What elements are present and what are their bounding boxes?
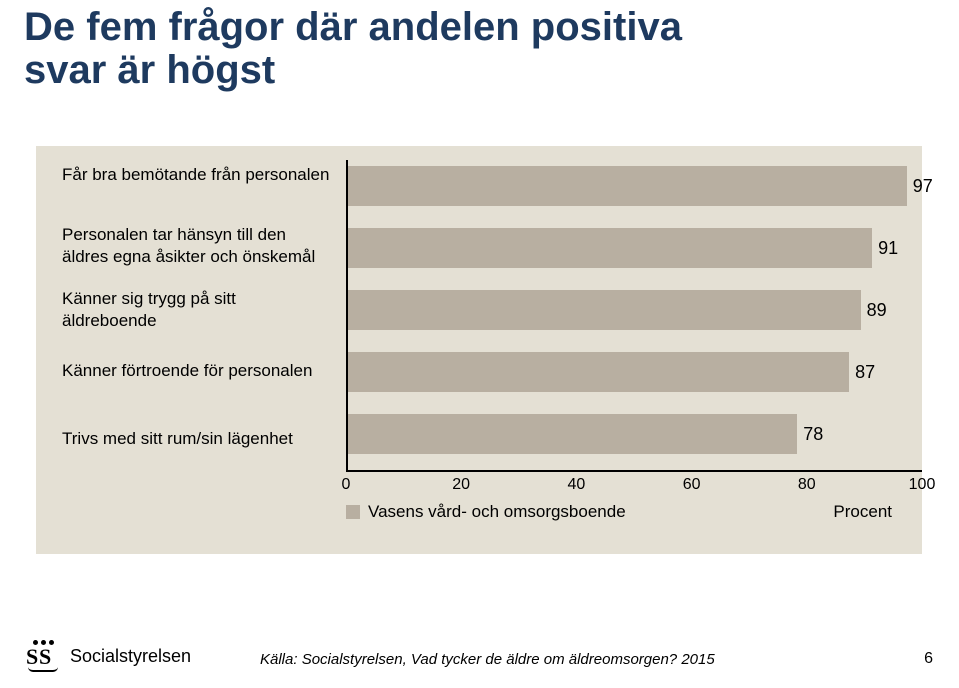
- bar-row: 97: [348, 166, 924, 206]
- bar-row: 78: [348, 414, 924, 454]
- legend: Vasens vård- och omsorgsboende: [346, 502, 626, 522]
- logo-mark-icon: S S: [24, 640, 62, 672]
- x-axis-label: Procent: [833, 502, 892, 522]
- category-label: Får bra bemötande från personalen: [62, 164, 332, 186]
- bar-value-label: 97: [913, 166, 933, 206]
- chart-plot-area: 97 91 89 87 78: [346, 160, 922, 472]
- bar-value-label: 87: [855, 352, 875, 392]
- category-label: Känner förtroende för personalen: [62, 360, 332, 382]
- legend-swatch: [346, 505, 360, 519]
- bar-value-label: 89: [867, 290, 887, 330]
- page-number: 6: [924, 650, 933, 668]
- title-line1: De fem frågor där andelen positiva: [24, 5, 682, 49]
- x-tick-label: 60: [672, 476, 712, 494]
- bar: [348, 352, 849, 392]
- bar-row: 87: [348, 352, 924, 392]
- bar-row: 91: [348, 228, 924, 268]
- logo-text: Socialstyrelsen: [70, 646, 191, 667]
- slide: De fem frågor där andelen positiva svar …: [0, 0, 959, 688]
- bar-value-label: 78: [803, 414, 823, 454]
- bar: [348, 228, 872, 268]
- x-tick-label: 80: [787, 476, 827, 494]
- bar: [348, 414, 797, 454]
- footer: S S Socialstyrelsen Källa: Socialstyrels…: [0, 624, 959, 688]
- category-label: Personalen tar hänsyn till den äldres eg…: [62, 224, 332, 268]
- chart-container: 97 91 89 87 78 Får bra bemötande från person…: [36, 146, 922, 554]
- bar: [348, 166, 907, 206]
- category-label: Känner sig trygg på sitt äldreboende: [62, 288, 332, 332]
- title-line2: svar är högst: [24, 48, 275, 92]
- x-tick-label: 20: [441, 476, 481, 494]
- source-text: Källa: Socialstyrelsen, Vad tycker de äl…: [260, 651, 715, 668]
- bar-row: 89: [348, 290, 924, 330]
- legend-label: Vasens vård- och omsorgsboende: [368, 502, 626, 522]
- x-tick-label: 0: [326, 476, 366, 494]
- bar-value-label: 91: [878, 228, 898, 268]
- logo: S S Socialstyrelsen: [24, 640, 191, 672]
- bar: [348, 290, 861, 330]
- category-label: Trivs med sitt rum/sin lägenhet: [62, 428, 332, 450]
- x-tick-label: 100: [902, 476, 942, 494]
- x-tick-label: 40: [556, 476, 596, 494]
- page-title: De fem frågor där andelen positiva svar …: [24, 6, 784, 92]
